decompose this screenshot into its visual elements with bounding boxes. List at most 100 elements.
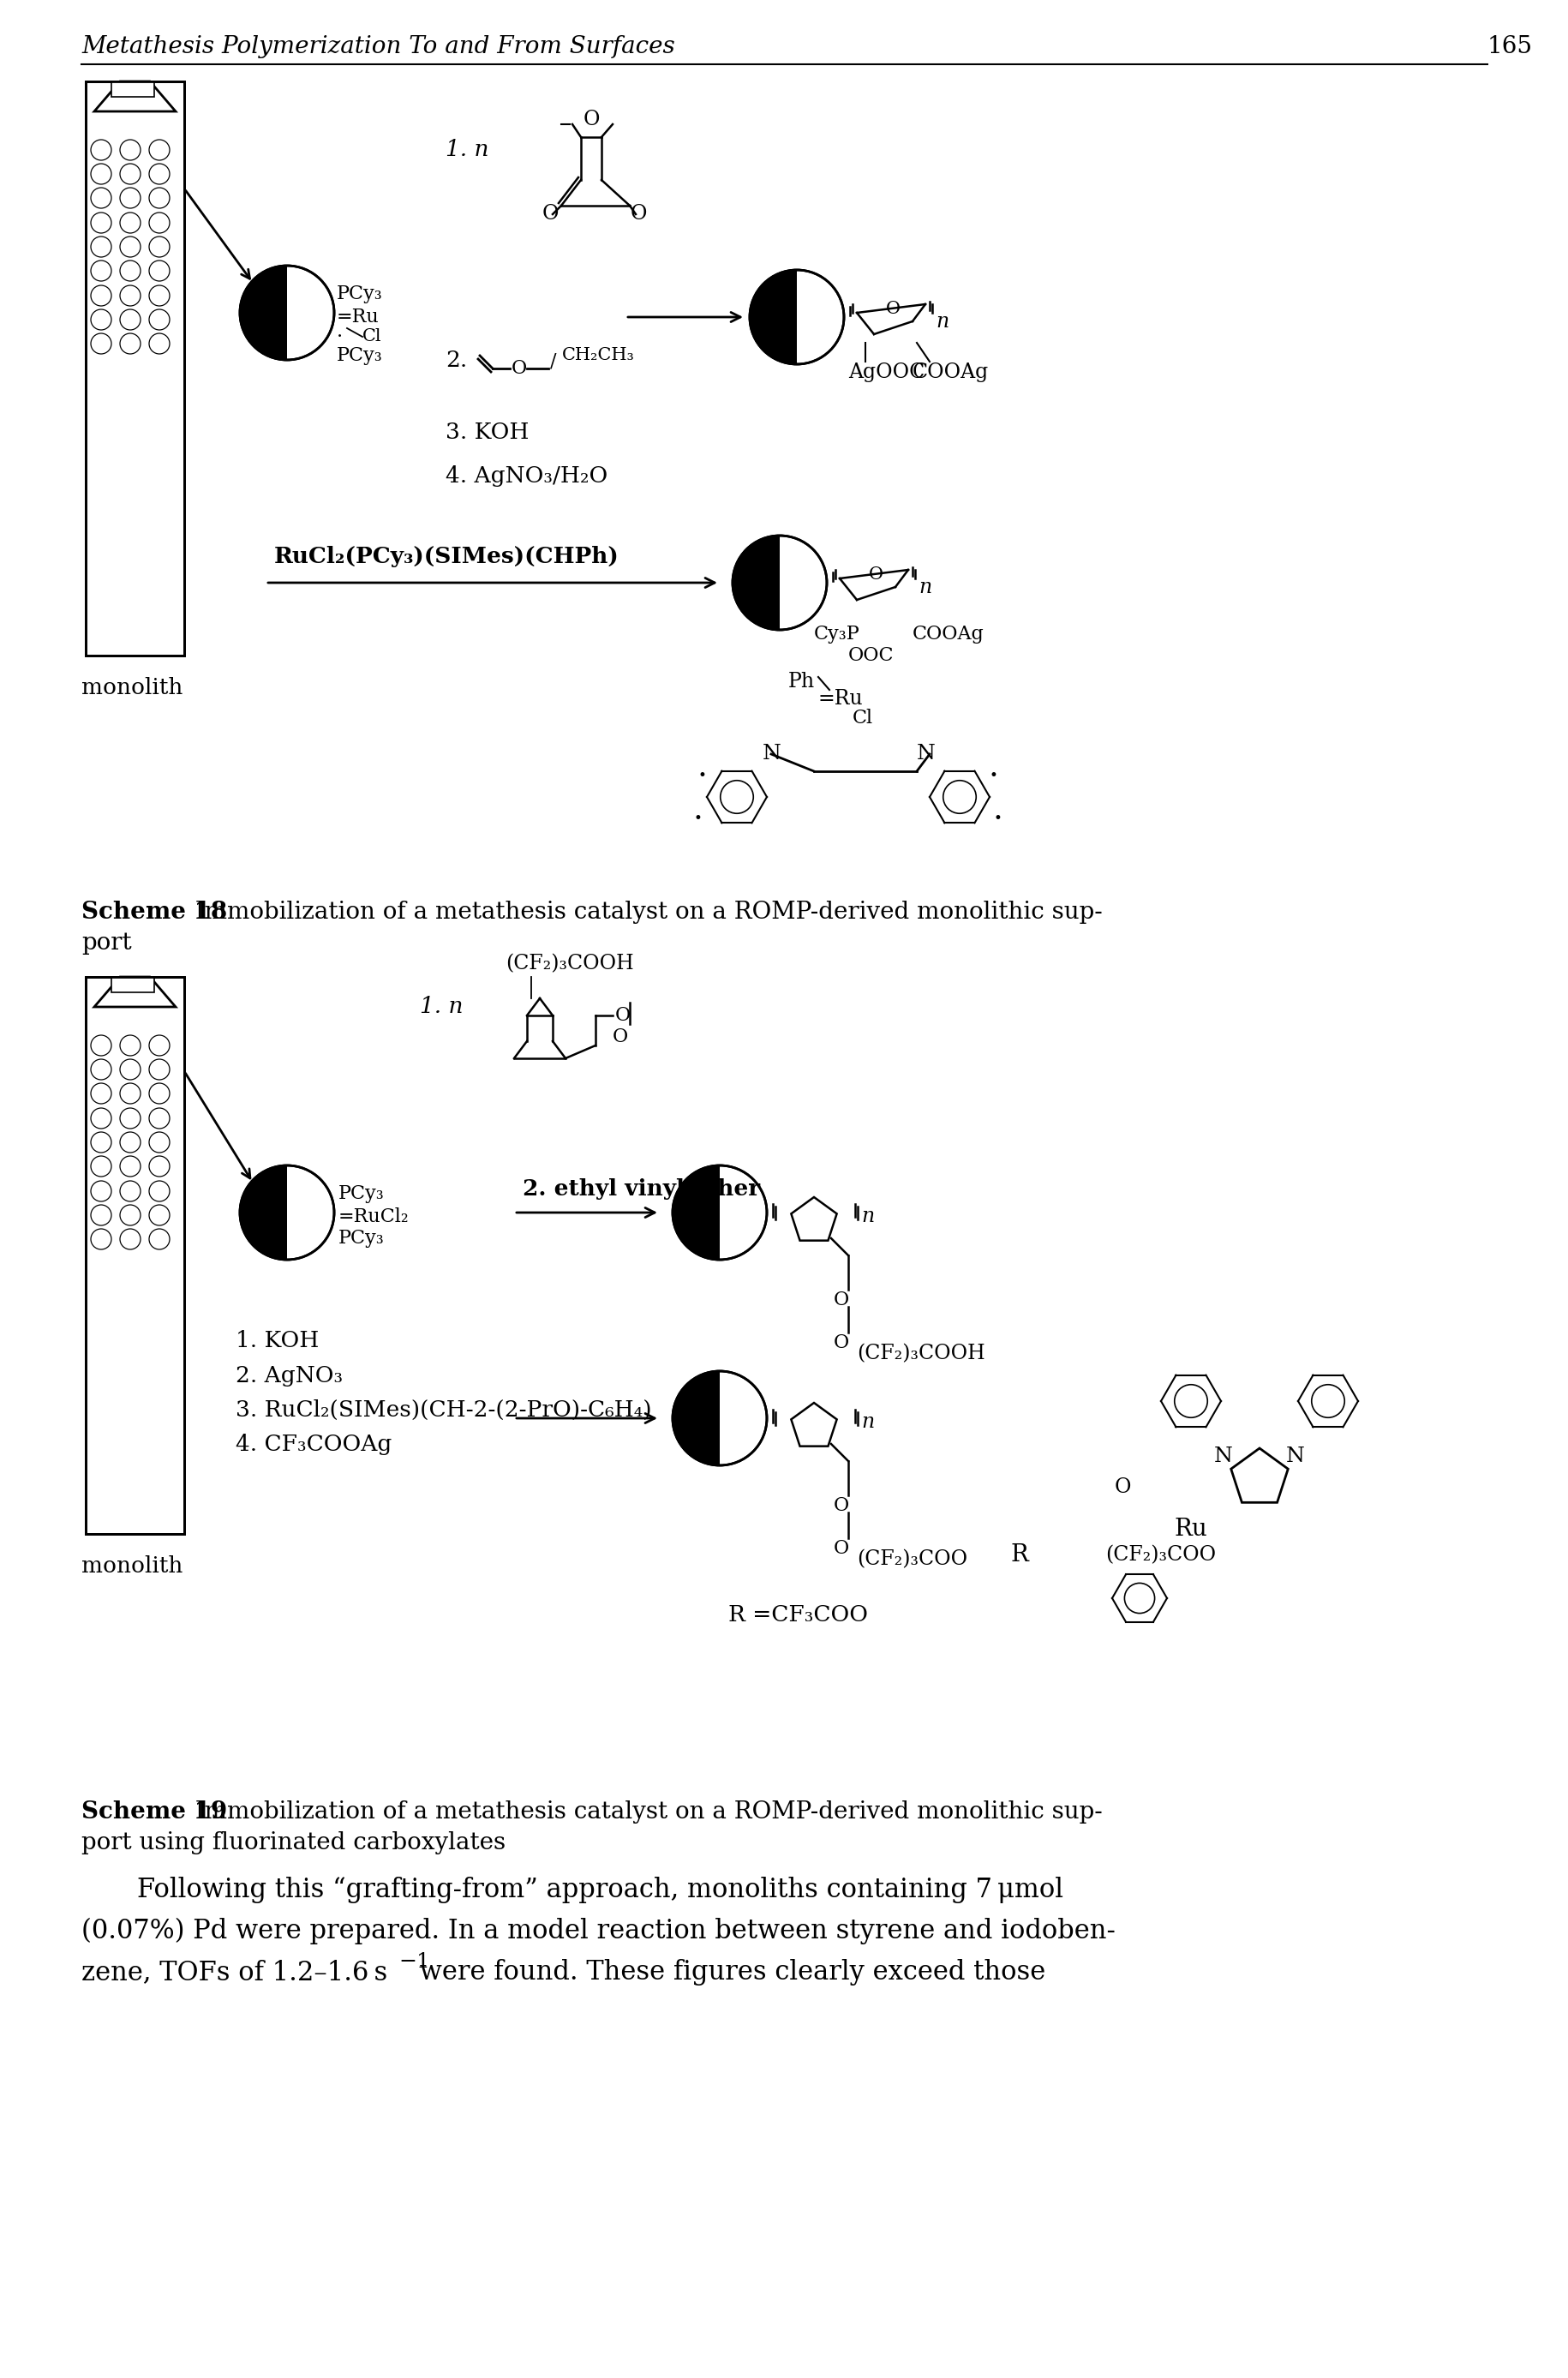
Text: 4. CF₃COOAg: 4. CF₃COOAg: [235, 1434, 392, 1455]
Circle shape: [149, 1156, 169, 1177]
Circle shape: [240, 1165, 334, 1260]
Text: 3. KOH: 3. KOH: [445, 421, 528, 442]
Text: OOC: OOC: [848, 647, 894, 666]
Bar: [111, 977, 154, 992]
Circle shape: [149, 285, 169, 307]
Text: •: •: [994, 811, 1002, 825]
Circle shape: [149, 1082, 169, 1103]
Circle shape: [149, 164, 169, 183]
Text: n: n: [861, 1208, 873, 1227]
Text: O: O: [583, 109, 599, 131]
Text: (CF₂)₃COO: (CF₂)₃COO: [856, 1550, 967, 1569]
Circle shape: [91, 309, 111, 331]
Circle shape: [91, 285, 111, 307]
Circle shape: [119, 235, 141, 257]
Text: Cl: Cl: [362, 328, 381, 345]
Text: (CF₂)₃COOH: (CF₂)₃COOH: [856, 1344, 985, 1365]
Text: Cl: Cl: [851, 709, 873, 728]
Text: Immobilization of a metathesis catalyst on a ROMP-derived monolithic sup-: Immobilization of a metathesis catalyst …: [180, 901, 1102, 925]
Text: −1: −1: [398, 1952, 430, 1971]
Text: O: O: [1113, 1477, 1131, 1496]
Text: port: port: [82, 932, 132, 956]
Circle shape: [91, 1082, 111, 1103]
Text: N: N: [916, 744, 935, 763]
Circle shape: [732, 535, 826, 630]
Circle shape: [119, 1108, 141, 1130]
Polygon shape: [94, 977, 176, 1006]
Circle shape: [91, 164, 111, 183]
Text: 2. AgNO₃: 2. AgNO₃: [235, 1365, 343, 1386]
Circle shape: [119, 212, 141, 233]
Bar: [111, 81, 154, 97]
Text: port using fluorinated carboxylates: port using fluorinated carboxylates: [82, 1831, 505, 1855]
Circle shape: [673, 1165, 767, 1260]
Wedge shape: [240, 1165, 287, 1260]
Wedge shape: [673, 1165, 720, 1260]
Text: O: O: [511, 359, 527, 378]
Text: 4. AgNO₃/H₂O: 4. AgNO₃/H₂O: [445, 464, 607, 487]
Bar: [86, 977, 183, 1534]
Text: ·: ·: [337, 328, 343, 347]
Circle shape: [119, 1132, 141, 1153]
Text: Scheme 19: Scheme 19: [82, 1800, 227, 1824]
Text: COOAg: COOAg: [913, 625, 983, 644]
Polygon shape: [94, 81, 176, 112]
Circle shape: [91, 1108, 111, 1130]
Text: O: O: [869, 566, 883, 583]
Circle shape: [119, 164, 141, 183]
Text: n: n: [861, 1413, 873, 1432]
Circle shape: [149, 333, 169, 354]
Text: COOAg: COOAg: [913, 364, 988, 383]
Text: monolith: monolith: [82, 1555, 183, 1577]
Circle shape: [119, 333, 141, 354]
Circle shape: [91, 1206, 111, 1225]
Circle shape: [119, 262, 141, 281]
Text: (CF₂)₃COO: (CF₂)₃COO: [1105, 1546, 1215, 1565]
Circle shape: [91, 1132, 111, 1153]
Text: O: O: [833, 1291, 848, 1310]
Text: •: •: [693, 811, 702, 825]
Text: Metathesis Polymerization To and From Surfaces: Metathesis Polymerization To and From Su…: [82, 36, 674, 59]
Circle shape: [91, 212, 111, 233]
Circle shape: [119, 188, 141, 209]
Text: 2.: 2.: [445, 350, 467, 371]
Circle shape: [119, 1058, 141, 1080]
Text: R: R: [1010, 1543, 1029, 1567]
Circle shape: [119, 1206, 141, 1225]
Circle shape: [119, 1229, 141, 1248]
Circle shape: [91, 1034, 111, 1056]
Bar: [86, 977, 183, 1534]
Bar: [86, 81, 183, 656]
Text: zene, TOFs of 1.2–1.6 s: zene, TOFs of 1.2–1.6 s: [82, 1959, 387, 1986]
Text: Following this “grafting-from” approach, monoliths containing 7 μmol: Following this “grafting-from” approach,…: [136, 1876, 1063, 1902]
Text: O: O: [833, 1496, 848, 1515]
Text: n: n: [935, 312, 949, 331]
Bar: [86, 81, 183, 656]
Circle shape: [240, 266, 334, 359]
Text: 3. RuCl₂(SIMes)(CH-2-(2-PrO)-C₆H₄): 3. RuCl₂(SIMes)(CH-2-(2-PrO)-C₆H₄): [235, 1398, 651, 1420]
Circle shape: [119, 140, 141, 159]
Text: N: N: [762, 744, 781, 763]
Text: PCy₃: PCy₃: [337, 285, 383, 304]
Circle shape: [149, 262, 169, 281]
Text: 165: 165: [1486, 36, 1532, 59]
Text: O: O: [630, 205, 646, 224]
Circle shape: [91, 140, 111, 159]
Text: Ph: Ph: [787, 671, 814, 692]
Circle shape: [149, 1034, 169, 1056]
Text: =RuCl₂: =RuCl₂: [339, 1208, 409, 1227]
Circle shape: [119, 285, 141, 307]
Circle shape: [119, 1082, 141, 1103]
Circle shape: [91, 1058, 111, 1080]
Text: were found. These figures clearly exceed those: were found. These figures clearly exceed…: [411, 1959, 1044, 1986]
Text: (CF₂)₃COOH: (CF₂)₃COOH: [505, 954, 633, 975]
Wedge shape: [750, 271, 797, 364]
Circle shape: [149, 1206, 169, 1225]
Text: 1. KOH: 1. KOH: [235, 1329, 318, 1351]
Text: O: O: [612, 1027, 627, 1046]
Text: 1. n: 1. n: [445, 140, 489, 162]
Text: =Ru: =Ru: [818, 690, 862, 709]
Circle shape: [149, 1182, 169, 1201]
Circle shape: [91, 1156, 111, 1177]
Text: Immobilization of a metathesis catalyst on a ROMP-derived monolithic sup-: Immobilization of a metathesis catalyst …: [180, 1800, 1102, 1824]
